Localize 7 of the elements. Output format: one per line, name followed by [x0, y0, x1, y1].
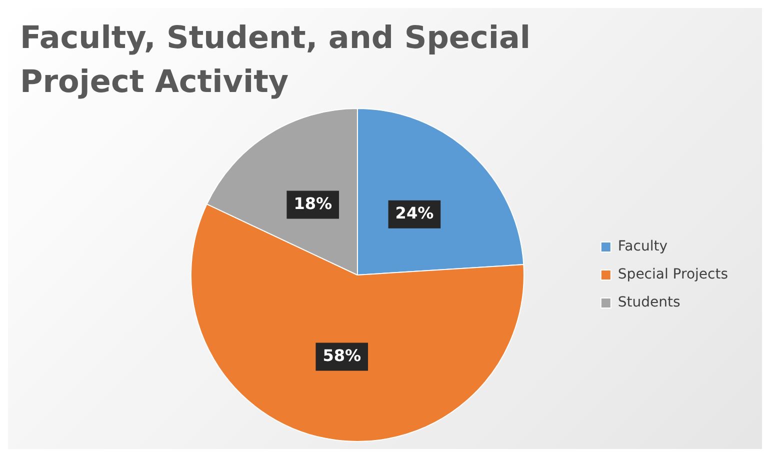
data-label: 58% [322, 346, 362, 365]
legend-label: Special Projects [618, 266, 728, 283]
data-label: 18% [294, 194, 332, 213]
legend-label: Faculty [618, 238, 668, 255]
data-label: 24% [395, 203, 434, 222]
chart-title: Faculty, Student, and Special Project Activity [19, 19, 532, 102]
legend-label: Students [618, 294, 680, 311]
